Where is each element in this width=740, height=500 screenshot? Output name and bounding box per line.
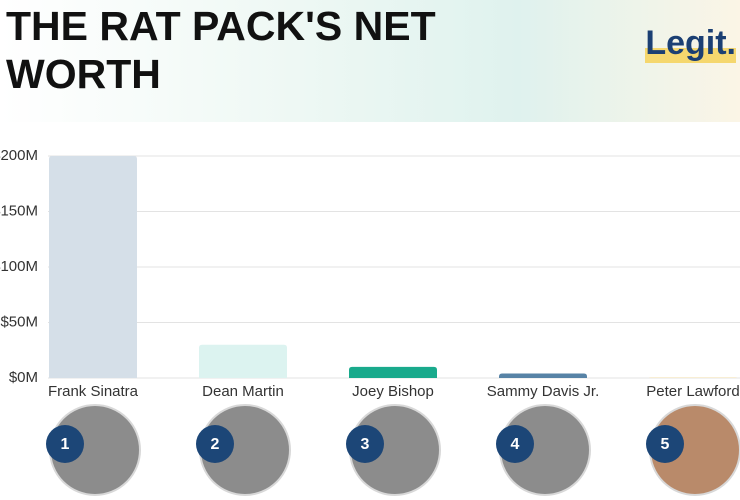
rank-badge xyxy=(646,425,684,463)
bar xyxy=(49,156,137,378)
y-tick-label: $200M xyxy=(0,147,38,164)
logo: Legit. xyxy=(645,24,736,63)
y-tick-label: $50M xyxy=(0,313,38,330)
rank-number: 2 xyxy=(211,436,220,453)
rank-number: 1 xyxy=(61,436,70,453)
x-tick-label: Joey Bishop xyxy=(352,383,434,400)
y-tick-label: $100M xyxy=(0,258,38,275)
y-tick-label: $0M xyxy=(9,369,38,386)
x-tick-label: Peter Lawford xyxy=(646,383,739,400)
header: THE RAT PACK'S NET WORTH Legit. xyxy=(0,0,740,122)
bar xyxy=(199,344,287,378)
x-tick-label: Frank Sinatra xyxy=(48,383,139,400)
rank-number: 3 xyxy=(361,436,370,453)
rank-badge xyxy=(496,425,534,463)
chart-title: THE RAT PACK'S NET WORTH xyxy=(6,3,436,97)
x-tick-label: Sammy Davis Jr. xyxy=(487,383,600,400)
rank-badge xyxy=(46,425,84,463)
y-tick-label: $150M xyxy=(0,202,38,219)
rank-number: 4 xyxy=(511,436,520,453)
rank-badge xyxy=(196,425,234,463)
bar xyxy=(349,366,437,378)
rank-badge xyxy=(346,425,384,463)
bar xyxy=(499,373,587,378)
rank-number: 5 xyxy=(661,436,670,453)
x-tick-label: Dean Martin xyxy=(202,383,284,400)
bar xyxy=(649,377,737,378)
